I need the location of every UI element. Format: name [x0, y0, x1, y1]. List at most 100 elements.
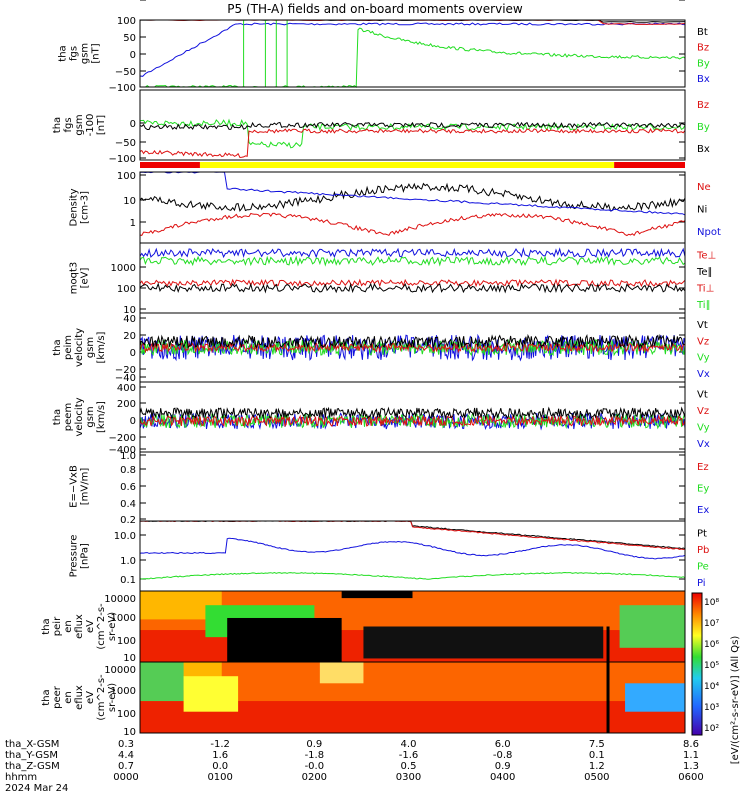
legend-efield-Ey: Ey: [697, 484, 709, 495]
ytick-pressure-2: 0.1: [120, 575, 136, 586]
ytick-peem-velocity-2: 0: [130, 416, 136, 427]
xaxis-2-6: 1.3: [683, 761, 699, 772]
ylabel-peer-1: peer: [52, 685, 63, 709]
legend-peim-velocity-Vy: Vy: [697, 353, 710, 364]
ylabel-density-0: Density: [69, 188, 80, 226]
plot-title: P5 (TH-A) fields and on-board moments ov…: [227, 2, 523, 16]
ylabel-efield-1: [mV/m]: [80, 468, 91, 506]
ylabel-peir-3: eflux: [74, 614, 85, 639]
xaxis-1-4: -0.8: [493, 750, 513, 761]
ytick-density-2: 1: [130, 218, 136, 229]
ytick-peem-velocity-1: 200: [117, 399, 136, 410]
ytick-peim-velocity-3: −20: [115, 365, 136, 376]
ylabel-peim-velocity-0: tha: [52, 339, 63, 355]
legend-peem-velocity-Vz: Vz: [697, 406, 709, 417]
ytick-temperature-1: 100: [117, 284, 136, 295]
legend-density-Ni: Ni: [697, 205, 707, 216]
series-fgs-dsl-By: [139, 118, 686, 149]
ytick-peer-0: 10000: [104, 665, 136, 676]
ylabel-peem-velocity-4: [km/s]: [96, 401, 107, 433]
legend-pressure-Pe: Pe: [697, 561, 709, 572]
ytick-peim-velocity-0: 40: [123, 314, 136, 325]
series-peim-velocity-Vy: [139, 338, 686, 357]
xaxis-0-2: 0.9: [306, 739, 322, 750]
ytick-efield-1: 0.8: [120, 465, 136, 476]
legend-fgs-Bx: Bx: [697, 74, 710, 85]
colorbar-tick-0: 10⁸: [704, 598, 719, 608]
colorbar-tick-1: 10⁷: [704, 619, 719, 629]
ytick-efield-4: 0.2: [120, 515, 136, 526]
ylabel-peir-6: sr-eV): [107, 612, 118, 641]
legend-density-Npot: Npot: [697, 227, 721, 238]
series-pressure-Pt: [140, 520, 686, 550]
ytick-density-0: 100: [117, 171, 136, 182]
colorbar-tick-6: 10²: [704, 724, 719, 734]
ylabel-peer-5: (cm^2-s-: [96, 674, 107, 721]
xaxis-0-0: 0.3: [118, 739, 134, 750]
xaxis-date: 2024 Mar 24: [5, 783, 68, 794]
ylabel-peim-velocity-4: [km/s]: [96, 331, 107, 363]
ylabel-peer-4: eV: [85, 691, 96, 704]
ylabel-temperature-0: moqt3: [69, 262, 80, 295]
xaxis-3-1: 0100: [207, 772, 232, 783]
series-peem-velocity-Vt: [139, 406, 686, 420]
ylabel-efield-0: E=−VxB: [69, 465, 80, 508]
series-peem-velocity-Vz: [139, 414, 686, 428]
ytick-fgs-dsl-0: 0: [130, 119, 136, 130]
ylabel-fgs-3: [nT]: [91, 43, 102, 63]
xaxis-0-6: 8.6: [683, 739, 699, 750]
series-fgs-dsl-Bz: [139, 128, 686, 159]
xaxis-3-0: 0000: [113, 772, 138, 783]
xaxis-rowlabel-0: tha_X-GSM: [5, 739, 59, 750]
ytick-efield-0: 1.0: [120, 451, 136, 462]
legend-peim-velocity-Vz: Vz: [697, 336, 709, 347]
series-density-Npot: [139, 171, 686, 216]
xaxis-2-4: 0.9: [495, 761, 511, 772]
series-pressure-Pi: [139, 537, 686, 560]
legend-temperature-Te∥: Te∥: [696, 267, 713, 278]
ylabel-peir-2: en: [63, 620, 74, 633]
xaxis-rowlabel-1: tha_Y-GSM: [5, 750, 58, 761]
ylabel-peim-velocity-3: gsm: [85, 337, 96, 358]
ytick-peem-velocity-4: −400: [109, 445, 136, 456]
ylabel-temperature-1: [eV]: [80, 268, 91, 289]
ylabel-peir-1: peir: [52, 616, 63, 636]
ytick-peer-1: 1000: [111, 686, 136, 697]
ytick-peir-0: 10000: [104, 594, 136, 605]
ylabel-peer-6: sr-eV): [107, 683, 118, 712]
legend-fgs-Bz: Bz: [697, 43, 709, 54]
ytick-fgs-dsl-1: −50: [115, 138, 136, 149]
ylabel-fgs-2: gsm: [80, 43, 91, 64]
xaxis-0-4: 6.0: [495, 739, 511, 750]
ytick-temperature-0: 1000: [111, 263, 136, 274]
xaxis-rowlabel-2: tha_Z-GSM: [5, 761, 60, 772]
ytick-peem-velocity-0: 400: [117, 383, 136, 394]
legend-efield-Ez: Ez: [697, 462, 709, 473]
legend-density-Ne: Ne: [697, 182, 711, 193]
ylabel-peir-0: tha: [41, 618, 52, 634]
ylabel-pressure-1: [nPa]: [80, 543, 91, 569]
ylabel-peer-2: en: [63, 691, 74, 704]
ytick-peem-velocity-3: −200: [109, 433, 136, 444]
ylabel-fgs-dsl-0: tha: [52, 117, 63, 133]
xaxis-1-1: 1.6: [212, 750, 228, 761]
ytick-pressure-1: 1.0: [120, 556, 136, 567]
ylabel-peem-velocity-2: velocity: [74, 397, 85, 436]
series-peim-velocity-Vz: [139, 341, 686, 354]
legend-fgs-Bt: Bt: [697, 27, 708, 38]
legend-peim-velocity-Vx: Vx: [697, 369, 710, 380]
ylabel-pressure-0: Pressure: [69, 535, 80, 578]
legend-fgs-dsl-Bz: Bz: [697, 100, 709, 111]
ytick-temperature-2: 10: [123, 305, 136, 316]
ylabel-fgs-dsl-4: [nT]: [96, 115, 107, 135]
ylabel-fgs-dsl-3: -100: [85, 114, 96, 137]
legend-fgs-By: By: [697, 58, 710, 69]
ytick-fgs-1: 50: [123, 33, 136, 44]
ylabel-fgs-0: tha: [58, 45, 69, 61]
ytick-fgs-4: −100: [109, 83, 136, 94]
ytick-peim-velocity-1: 20: [123, 331, 136, 342]
ytick-peer-2: 100: [117, 709, 136, 720]
legend-pressure-Pt: Pt: [697, 528, 707, 539]
xaxis-1-2: -1.8: [305, 750, 325, 761]
